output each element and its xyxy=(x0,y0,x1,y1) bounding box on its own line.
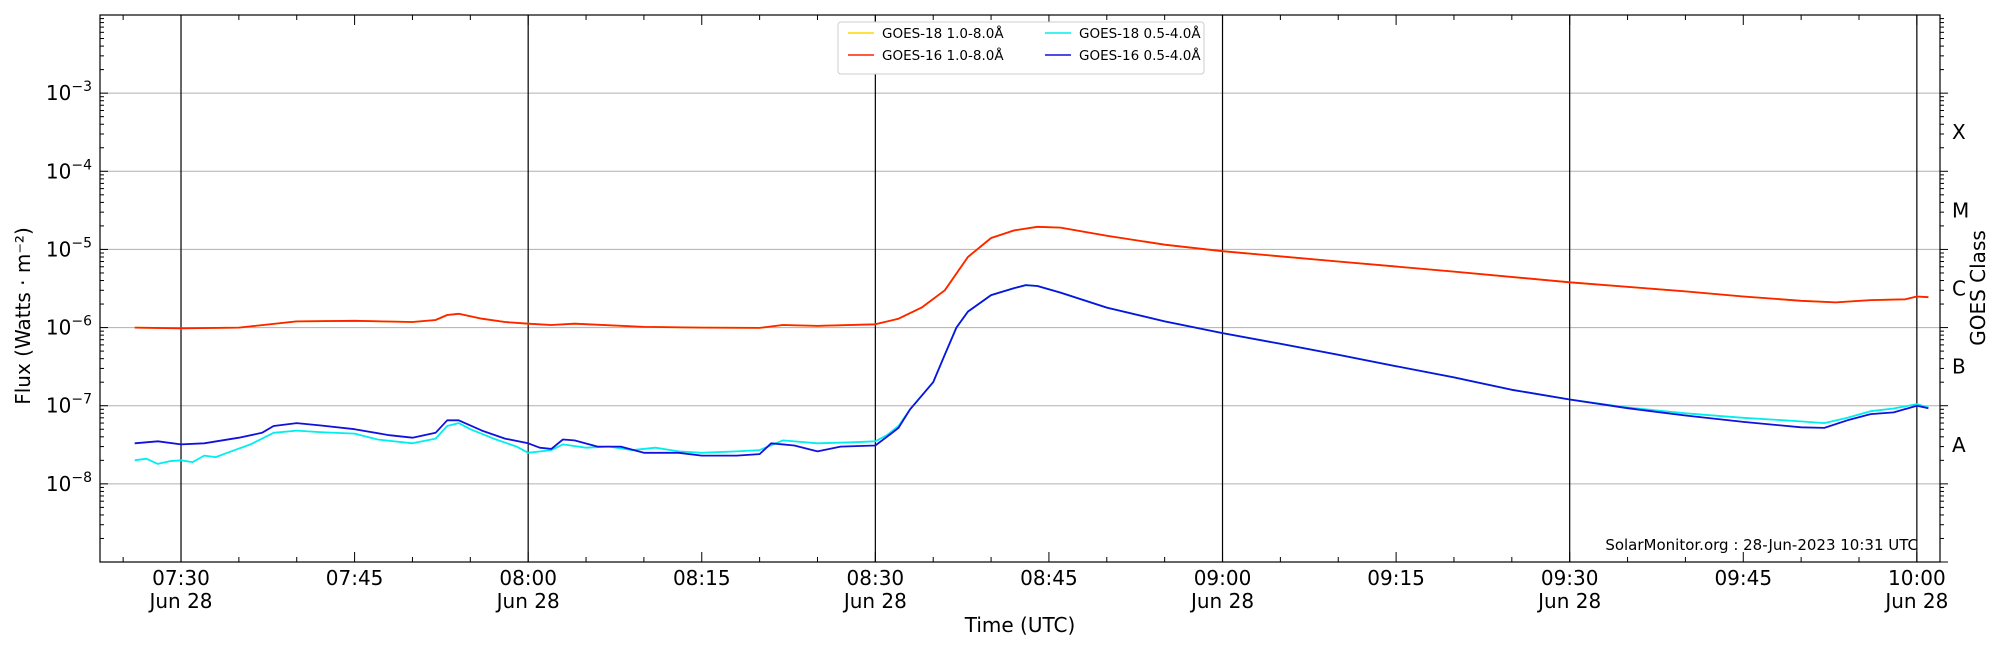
goes-class-axis-title: GOES Class xyxy=(1966,230,1990,346)
x-tick-label: 07:30 xyxy=(152,566,210,590)
series-layer xyxy=(134,225,1929,465)
goes-class-label: B xyxy=(1952,355,1966,379)
goes-class-label: M xyxy=(1952,198,1969,222)
plot-frame xyxy=(99,14,1941,563)
y-tick-label: 10−5 xyxy=(46,235,92,261)
x-tick-label: 08:45 xyxy=(1020,566,1078,590)
y-tick-label: 10−6 xyxy=(46,314,92,340)
goes-class-label: A xyxy=(1952,433,1966,457)
x-tick-label: 08:00 xyxy=(499,566,557,590)
series-line xyxy=(134,225,1929,330)
x-tick-label: 09:15 xyxy=(1367,566,1425,590)
goes-class-axis: A B C M X xyxy=(1952,120,1969,457)
x-tick-label: 09:00 xyxy=(1194,566,1252,590)
legend-label: GOES-16 1.0-8.0Å xyxy=(882,47,1004,64)
y-axis-title: Flux (Watts · m⁻²) xyxy=(11,227,35,405)
legend: GOES-18 1.0-8.0Å GOES-16 1.0-8.0Å GOES-18 … xyxy=(837,21,1205,75)
legend-box xyxy=(837,21,1205,75)
series-line xyxy=(134,284,1929,457)
credit-annotation: SolarMonitor.org : 28-Jun-2023 10:31 UTC xyxy=(1605,536,1918,554)
legend-label: GOES-18 1.0-8.0Å xyxy=(882,25,1004,42)
x-tick-label: 10:00 xyxy=(1888,566,1946,590)
x-axis-title: Time (UTC) xyxy=(964,613,1076,637)
x-tick-date-label: Jun 28 xyxy=(495,589,560,613)
x-tick-label: 08:30 xyxy=(847,566,905,590)
y-tick-label: 10−4 xyxy=(46,157,92,183)
y-tick-label: 10−7 xyxy=(46,392,92,418)
goes-class-label: X xyxy=(1952,120,1966,144)
time-markers xyxy=(180,15,1918,562)
x-tick-date-label: Jun 28 xyxy=(1883,589,1948,613)
x-tick-label: 07:45 xyxy=(326,566,384,590)
x-tick-label: 08:15 xyxy=(673,566,731,590)
x-tick-date-label: Jun 28 xyxy=(1536,589,1601,613)
x-tick-date-label: Jun 28 xyxy=(1189,589,1254,613)
legend-label: GOES-18 0.5-4.0Å xyxy=(1079,25,1201,42)
x-tick-label: 09:30 xyxy=(1541,566,1599,590)
x-tick-label: 09:45 xyxy=(1714,566,1772,590)
goes-class-label: C xyxy=(1952,277,1966,301)
y-axis: 10−8 10−7 10−6 10−5 10−4 10−3 xyxy=(46,18,1948,563)
x-tick-date-label: Jun 28 xyxy=(842,589,907,613)
legend-label: GOES-16 0.5-4.0Å xyxy=(1079,47,1201,64)
x-tick-date-label: Jun 28 xyxy=(147,589,212,613)
y-tick-label: 10−3 xyxy=(46,79,92,105)
y-tick-label: 10−8 xyxy=(46,470,92,496)
